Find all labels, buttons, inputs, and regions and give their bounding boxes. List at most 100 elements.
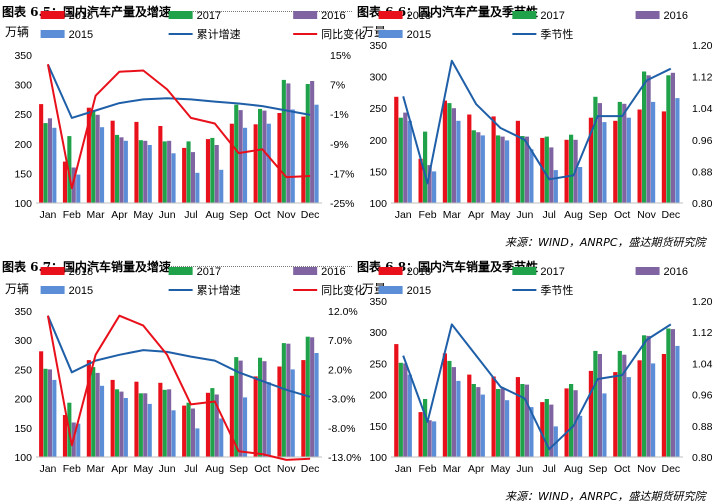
legend-swatch-2018 bbox=[378, 11, 403, 19]
bar-2017-Jul bbox=[186, 141, 191, 203]
bar-2018-Jul bbox=[540, 137, 545, 203]
bar-2017-Feb bbox=[67, 136, 72, 203]
bar-2016-Aug bbox=[214, 394, 219, 457]
y-tick-label: 150 bbox=[369, 166, 387, 178]
x-tick-label: Mar bbox=[443, 463, 462, 475]
bar-2015-Apr bbox=[123, 398, 128, 457]
x-tick-label: May bbox=[491, 209, 512, 221]
bar-2017-Oct bbox=[258, 357, 263, 457]
x-tick-label: May bbox=[491, 463, 512, 475]
y2-tick-label: -8.0% bbox=[328, 423, 355, 435]
bar-2017-Mar bbox=[91, 367, 96, 457]
chart-panel-1: 万辆 100 150 200 250 300 350 -25% -17% -9% -1% 7% 15% J… bbox=[5, 10, 365, 221]
x-tick-label: Jan bbox=[395, 209, 412, 221]
legend-swatch-2015 bbox=[378, 286, 403, 294]
x-tick-label: Mar bbox=[87, 463, 106, 475]
bar-2018-Aug bbox=[564, 388, 569, 457]
legend-label: 2018 bbox=[69, 266, 93, 278]
legend-label: 2017 bbox=[540, 10, 564, 22]
bar-2018-Mar bbox=[442, 100, 447, 203]
legend-swatch-2017 bbox=[168, 267, 193, 275]
legend-swatch-2016 bbox=[293, 267, 318, 275]
y-tick-label: 150 bbox=[14, 423, 32, 435]
legend-label: 2017 bbox=[197, 10, 221, 22]
x-tick-label: Nov bbox=[277, 209, 296, 221]
legend-label: 2016 bbox=[664, 266, 688, 278]
bar-2016-May bbox=[500, 388, 505, 457]
bar-2016-Nov bbox=[646, 335, 651, 457]
title-dotted-leader bbox=[140, 266, 352, 267]
x-tick-label: Mar bbox=[87, 209, 106, 221]
y2-tick-label: 15% bbox=[330, 50, 351, 62]
bar-2018-Mar bbox=[442, 353, 447, 457]
bar-2016-Jun bbox=[524, 136, 529, 203]
bar-2016-Jan bbox=[47, 118, 52, 203]
bar-2016-Sep bbox=[238, 360, 243, 457]
legend-swatch-2016 bbox=[635, 11, 660, 19]
line-series-同比变化 bbox=[46, 314, 311, 461]
bar-2015-Aug bbox=[578, 415, 583, 457]
x-tick-label: Feb bbox=[418, 463, 436, 475]
bar-2015-Apr bbox=[480, 394, 485, 457]
y2-tick-label: -3.0% bbox=[328, 394, 355, 406]
legend-swatch-2017 bbox=[512, 267, 537, 275]
x-tick-label: Feb bbox=[418, 209, 436, 221]
bar-2016-Jun bbox=[524, 384, 529, 457]
legend-label: 2015 bbox=[407, 285, 431, 297]
bar-2015-Apr bbox=[123, 140, 128, 203]
bar-2017-Mar bbox=[447, 103, 452, 203]
legend-label: 2017 bbox=[197, 266, 221, 278]
legend-label: 同比变化 bbox=[321, 27, 365, 41]
bar-2018-Apr bbox=[467, 114, 472, 203]
legend-label: 2016 bbox=[321, 10, 345, 22]
y2-tick-label: -9% bbox=[330, 139, 349, 151]
x-tick-label: Feb bbox=[63, 209, 81, 221]
bar-2016-Mar bbox=[95, 114, 100, 203]
bar-2017-Jun bbox=[520, 136, 525, 203]
bar-2018-Mar bbox=[86, 107, 91, 203]
bar-2015-Oct bbox=[626, 117, 631, 203]
bar-2016-Oct bbox=[262, 110, 267, 203]
y2-tick-label: 0.80 bbox=[692, 198, 713, 210]
bar-2017-Jan bbox=[43, 123, 48, 203]
y-tick-label: 350 bbox=[369, 296, 387, 308]
bar-2018-Jul bbox=[540, 402, 545, 457]
bar-2016-Jul bbox=[549, 404, 554, 457]
y2-tick-label: -25% bbox=[330, 198, 355, 210]
y2-tick-label: 7% bbox=[330, 80, 345, 92]
bar-2016-Aug bbox=[214, 145, 219, 203]
x-tick-label: Jul bbox=[542, 463, 555, 475]
bar-2018-May bbox=[491, 376, 496, 457]
y2-tick-label: 1.04 bbox=[692, 358, 713, 370]
y2-tick-label: 7.0% bbox=[328, 335, 352, 347]
bar-2015-Dec bbox=[675, 98, 680, 203]
bar-2017-Aug bbox=[569, 384, 574, 457]
bar-2017-Sep bbox=[234, 104, 239, 203]
bar-2015-Jan bbox=[407, 120, 412, 203]
x-tick-label: Jan bbox=[39, 209, 56, 221]
legend-label: 2015 bbox=[407, 29, 431, 41]
bar-2015-Mar bbox=[100, 127, 105, 203]
legend-label: 2015 bbox=[69, 29, 93, 41]
chart-panel-4: 万量1001502002503003500.800.880.961.041.12… bbox=[362, 266, 713, 475]
legend-label: 2018 bbox=[407, 10, 431, 22]
bar-2018-Aug bbox=[205, 392, 210, 457]
bar-2016-Oct bbox=[262, 361, 267, 457]
legend-swatch-2015 bbox=[40, 286, 65, 294]
bar-2018-Feb bbox=[418, 412, 423, 457]
bar-2015-Feb bbox=[432, 421, 437, 457]
bar-2015-Jul bbox=[553, 170, 558, 203]
legend-label: 累计增速 bbox=[197, 27, 241, 41]
y-tick-label: 350 bbox=[14, 306, 32, 318]
bar-2016-Mar bbox=[95, 372, 100, 457]
x-tick-label: Sep bbox=[229, 209, 248, 221]
legend-label: 2017 bbox=[540, 266, 564, 278]
y2-tick-label: -13.0% bbox=[328, 452, 361, 464]
x-tick-label: Jul bbox=[184, 463, 197, 475]
bar-2018-Oct bbox=[613, 372, 618, 457]
y-tick-label: 100 bbox=[14, 198, 32, 210]
x-tick-label: Sep bbox=[229, 463, 248, 475]
bar-2018-Oct bbox=[613, 120, 618, 203]
bar-2017-Jan bbox=[398, 362, 403, 457]
bar-2018-Jun bbox=[158, 126, 163, 203]
